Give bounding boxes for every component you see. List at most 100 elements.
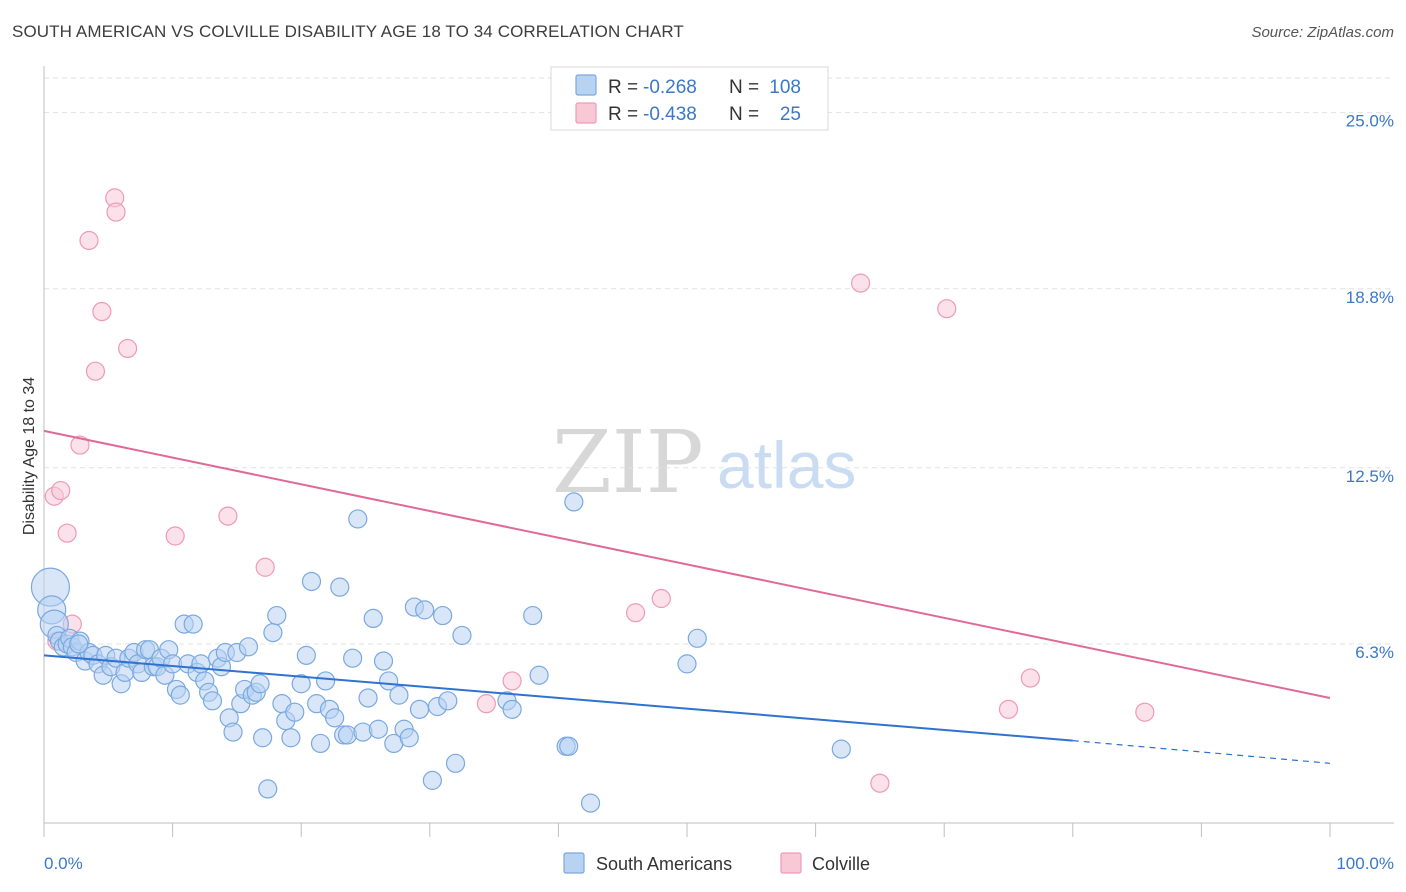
legend-blue-r-label: R =	[608, 77, 638, 98]
south-americans-point	[831, 739, 851, 759]
south-americans-point	[267, 605, 287, 626]
legend-blue-n-value: 108	[769, 77, 801, 98]
chart-source: Source: ZipAtlas.com	[1251, 24, 1394, 41]
south-americans-point	[373, 651, 394, 671]
colville-point	[70, 435, 90, 455]
colville-point	[998, 699, 1019, 719]
axes	[43, 66, 1394, 837]
south-americans-point	[296, 645, 316, 665]
colville-point	[1135, 702, 1155, 722]
legend-colville-swatch	[780, 852, 802, 874]
colville-point	[937, 299, 957, 319]
watermark-atlas: atlas	[717, 428, 856, 502]
colville-point	[85, 361, 106, 381]
colville-point	[1020, 668, 1040, 688]
south-americans-point	[389, 685, 409, 705]
y-tick-label: 12.5%	[1346, 467, 1394, 486]
south-americans-point	[191, 654, 211, 674]
chart-title: SOUTH AMERICAN VS COLVILLE DISABILITY AG…	[12, 22, 684, 41]
south-americans-point	[330, 577, 350, 597]
colville-point	[870, 773, 890, 793]
south-americans-point	[343, 648, 363, 668]
colville-point	[851, 273, 871, 293]
legend-blue-r-value: -0.268	[643, 77, 697, 98]
series-south-americans-points	[30, 492, 851, 813]
south-americans-point	[677, 654, 697, 674]
colville-point	[117, 338, 138, 359]
south-americans-trend-line	[43, 654, 1073, 742]
south-americans-point	[316, 671, 336, 691]
south-americans-point	[368, 719, 388, 739]
south-americans-point	[687, 628, 707, 648]
y-tick-labels: 6.3% 12.5% 18.8% 25.0%	[1346, 112, 1394, 662]
y-tick-label: 25.0%	[1346, 112, 1394, 131]
grid-lines	[44, 77, 1394, 645]
south-americans-point	[281, 728, 301, 748]
south-americans-point	[238, 637, 259, 657]
colville-point	[57, 523, 77, 543]
south-americans-point	[250, 674, 270, 694]
legend-pink-swatch	[575, 102, 597, 124]
south-americans-point	[523, 605, 543, 626]
y-tick-label: 18.8%	[1346, 288, 1394, 307]
colville-point	[255, 557, 275, 577]
colville-point	[51, 480, 71, 501]
legend-colville-label: Colville	[812, 854, 870, 874]
south-americans-point	[285, 702, 305, 722]
trend-lines	[43, 429, 1331, 764]
colville-point	[106, 202, 126, 222]
south-americans-point	[263, 623, 283, 643]
legend-pink-n-label: N =	[729, 104, 759, 125]
colville-point	[79, 230, 99, 251]
colville-point	[218, 506, 238, 526]
legend-south-americans-swatch	[563, 852, 585, 874]
south-americans-point	[445, 753, 466, 773]
south-americans-point	[358, 688, 378, 708]
south-americans-point	[438, 691, 458, 711]
south-americans-point	[348, 509, 368, 529]
south-americans-point	[559, 736, 579, 756]
south-americans-point	[223, 722, 243, 742]
south-americans-point	[433, 605, 453, 626]
legend-series: South Americans Colville	[563, 852, 870, 874]
south-americans-point	[253, 728, 273, 748]
south-americans-point	[310, 733, 331, 754]
legend-pink-r-label: R =	[608, 104, 638, 125]
south-americans-point	[183, 614, 203, 634]
colville-point	[651, 588, 671, 609]
colville-point	[165, 526, 185, 546]
south-americans-point	[363, 608, 383, 629]
south-americans-point	[301, 571, 322, 592]
x-tick-label-max: 100.0%	[1336, 854, 1394, 873]
south-americans-point	[170, 685, 190, 705]
south-americans-point	[325, 708, 345, 728]
legend-stats: R = -0.268 N = 108 R = -0.438 N = 25	[550, 66, 829, 131]
south-americans-point	[529, 665, 549, 685]
south-americans-point	[291, 674, 311, 694]
x-tick-label-min: 0.0%	[44, 854, 83, 873]
y-tick-label: 6.3%	[1355, 643, 1394, 662]
legend-pink-n-value: 25	[780, 104, 801, 125]
south-americans-point	[580, 793, 601, 813]
south-americans-point	[422, 770, 442, 790]
colville-point	[625, 603, 646, 623]
colville-trend-line	[43, 429, 1331, 699]
south-americans-point	[415, 600, 435, 620]
legend-south-americans-label: South Americans	[596, 854, 732, 874]
south-americans-point	[202, 691, 223, 711]
legend-blue-n-label: N =	[729, 77, 759, 98]
south-americans-trend-extension	[1072, 739, 1331, 764]
y-axis-label: Disability Age 18 to 34	[21, 377, 38, 535]
south-americans-point	[258, 779, 278, 799]
south-americans-point	[399, 728, 419, 748]
south-americans-point	[69, 634, 89, 654]
legend-pink-r-value: -0.438	[643, 104, 697, 125]
south-americans-point	[564, 492, 584, 512]
legend-stats-box	[550, 66, 829, 131]
colville-point	[92, 301, 112, 322]
legend-blue-swatch	[575, 74, 597, 96]
colville-point	[476, 694, 496, 714]
south-americans-point	[502, 699, 522, 719]
south-americans-point	[409, 699, 430, 719]
